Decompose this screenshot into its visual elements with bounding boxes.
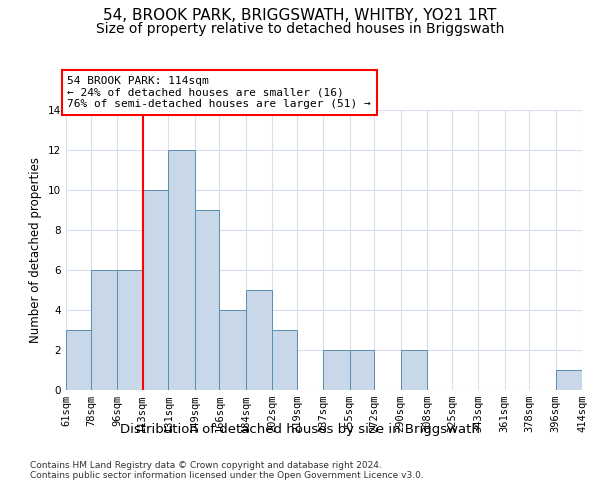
Bar [194, 210, 220, 390]
Bar [91, 270, 117, 390]
Bar [323, 350, 350, 390]
Y-axis label: Number of detached properties: Number of detached properties [29, 157, 43, 343]
Bar [246, 290, 272, 390]
Bar [272, 330, 297, 390]
Text: 54, BROOK PARK, BRIGGSWATH, WHITBY, YO21 1RT: 54, BROOK PARK, BRIGGSWATH, WHITBY, YO21… [103, 8, 497, 22]
Bar [169, 150, 194, 390]
Text: Size of property relative to detached houses in Briggswath: Size of property relative to detached ho… [96, 22, 504, 36]
Bar [350, 350, 374, 390]
Bar [66, 330, 91, 390]
Text: Distribution of detached houses by size in Briggswath: Distribution of detached houses by size … [120, 422, 480, 436]
Bar [401, 350, 427, 390]
Text: Contains HM Land Registry data © Crown copyright and database right 2024.
Contai: Contains HM Land Registry data © Crown c… [30, 460, 424, 480]
Bar [142, 190, 169, 390]
Bar [556, 370, 582, 390]
Bar [220, 310, 246, 390]
Bar [117, 270, 142, 390]
Text: 54 BROOK PARK: 114sqm
← 24% of detached houses are smaller (16)
76% of semi-deta: 54 BROOK PARK: 114sqm ← 24% of detached … [67, 76, 371, 109]
